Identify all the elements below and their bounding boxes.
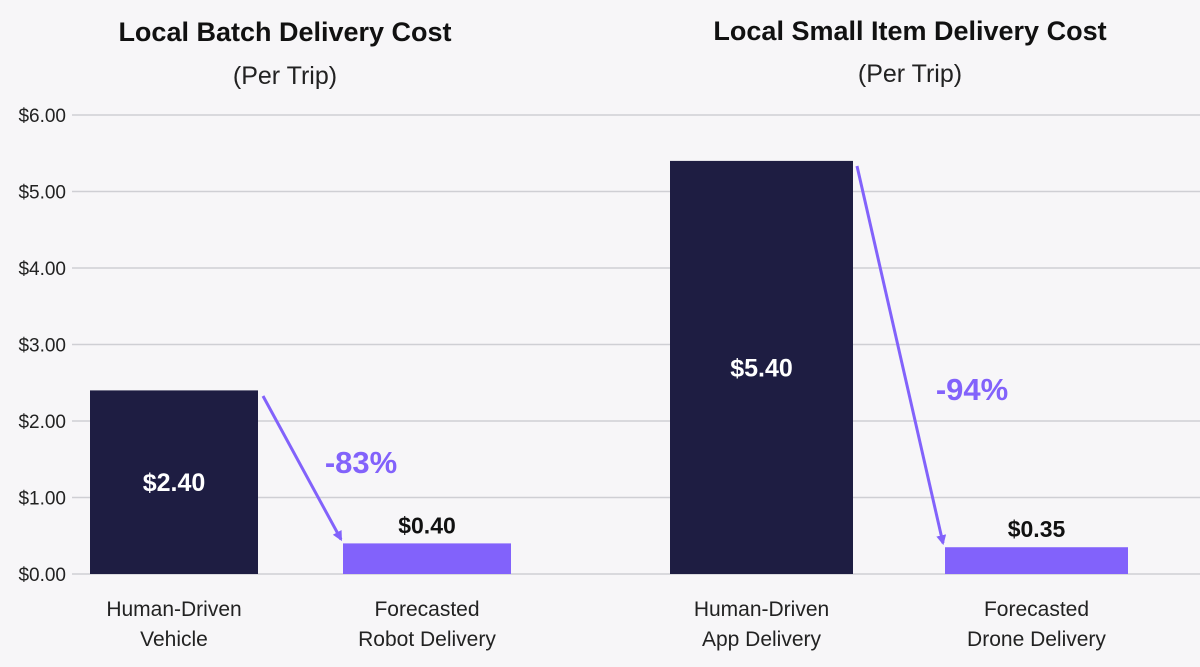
x-category-label: App Delivery: [702, 628, 822, 651]
x-category-label: Forecasted: [374, 598, 479, 621]
data-label: $5.40: [730, 354, 793, 382]
change-arrow: [855, 165, 947, 546]
bar: [945, 547, 1128, 574]
data-label: $2.40: [143, 469, 206, 497]
chart-groups: Local Batch Delivery Cost (Per Trip) $2.40…: [90, 16, 1128, 651]
x-category-label: Vehicle: [140, 628, 208, 651]
y-axis: $0.00 $1.00 $2.00 $3.00 $4.00 $5.00 $6.00: [18, 106, 66, 586]
x-category-label: Robot Delivery: [358, 628, 496, 651]
chart-subtitle: (Per Trip): [858, 60, 962, 88]
data-label: $0.35: [1008, 516, 1066, 542]
percent-change-label: -83%: [325, 445, 397, 480]
y-tick-label: $1.00: [18, 489, 66, 510]
data-label: $0.40: [398, 512, 456, 538]
x-category-label: Drone Delivery: [967, 628, 1106, 651]
change-arrow: [261, 395, 343, 542]
y-tick-label: $4.00: [18, 259, 66, 280]
percent-change-label: -94%: [936, 372, 1008, 407]
y-tick-label: $6.00: [18, 106, 66, 127]
bar: [90, 390, 258, 574]
y-tick-label: $2.00: [18, 412, 66, 433]
y-tick-label: $3.00: [18, 336, 66, 357]
x-category-label: Human-Driven: [106, 598, 241, 621]
bar: [670, 160, 853, 574]
chart-group: Local Batch Delivery Cost (Per Trip) $2.40…: [90, 17, 511, 651]
chart-subtitle: (Per Trip): [233, 62, 337, 90]
gridlines: [72, 114, 1200, 575]
x-category-label: Forecasted: [984, 598, 1089, 621]
y-tick-label: $0.00: [18, 565, 66, 586]
chart-title: Local Small Item Delivery Cost: [713, 16, 1106, 46]
y-tick-label: $5.00: [18, 183, 66, 204]
chart-title: Local Batch Delivery Cost: [118, 17, 451, 47]
x-category-label: Human-Driven: [694, 598, 829, 621]
chart-group: Local Small Item Delivery Cost (Per Trip)…: [670, 16, 1128, 651]
bar: [343, 543, 511, 574]
